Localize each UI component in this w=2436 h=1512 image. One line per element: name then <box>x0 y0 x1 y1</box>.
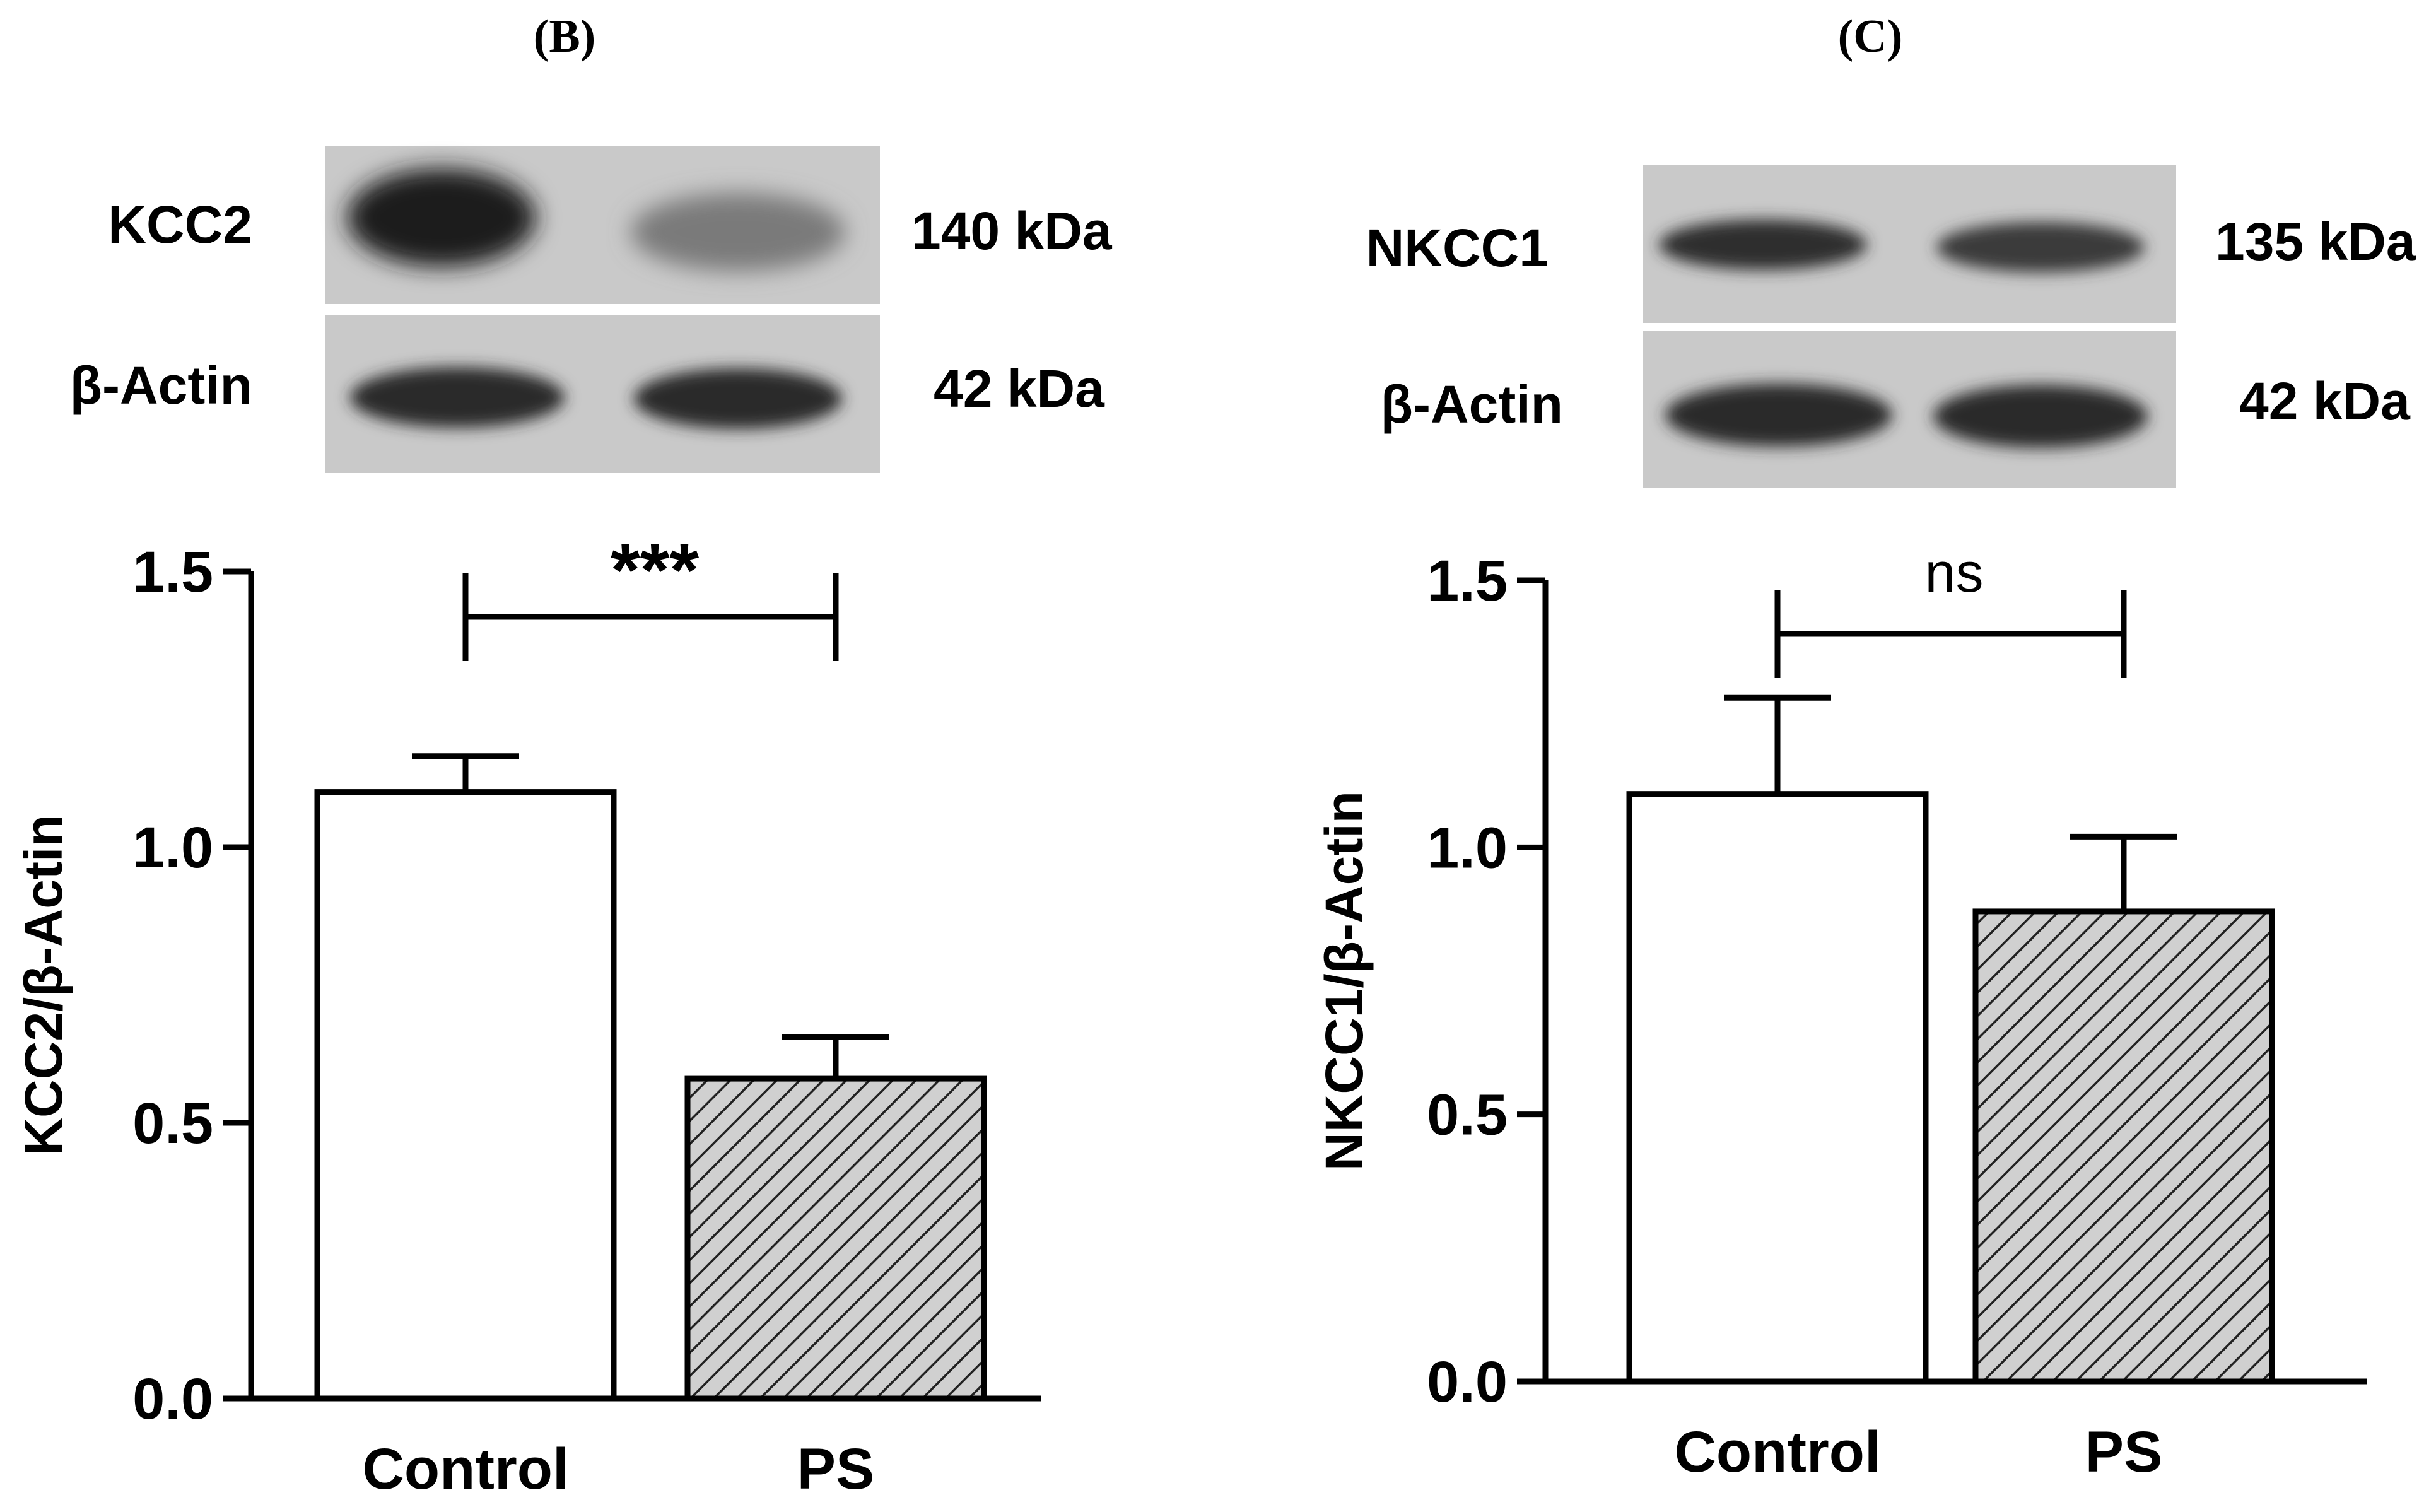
significance-label-b: *** <box>611 528 699 612</box>
x-tick-label-ps: PS <box>797 1437 875 1501</box>
blot-c-loading-label: β-Actin <box>1381 375 1563 434</box>
y-tick-label: 0.5 <box>1427 1083 1508 1147</box>
blot-c-target-strip <box>1643 165 2176 323</box>
x-tick-label-ps: PS <box>2085 1420 2163 1484</box>
y-axis-title-c: NKCC1/β-Actin <box>1315 791 1374 1171</box>
bar-control <box>1626 791 1929 1385</box>
significance-c: ns <box>1774 541 2127 678</box>
nkcc1-band-control <box>1659 220 1867 270</box>
y-axis-title-b: KCC2/β-Actin <box>14 814 73 1156</box>
blot-b-loading-label: β-Actin <box>70 356 252 415</box>
bars-c: Control PS <box>1626 694 2275 1484</box>
bar-control <box>314 789 617 1402</box>
blot-b-target-strip <box>325 146 880 304</box>
blot-b-loading-kda: 42 kDa <box>934 359 1105 418</box>
kcc2-band-control <box>347 168 536 267</box>
blot-b-target-label: KCC2 <box>108 195 252 254</box>
blot-c-target-label: NKCC1 <box>1366 218 1549 278</box>
x-tick-label-control: Control <box>362 1437 568 1501</box>
y-ticks-c: 0.0 0.5 1.0 1.5 <box>1427 549 1545 1414</box>
bar-ps <box>1972 908 2275 1385</box>
y-tick-label: 0.0 <box>132 1367 213 1431</box>
blot-b-loading-strip <box>325 315 880 473</box>
y-ticks-b: 0.0 0.5 1.0 1.5 <box>132 540 251 1431</box>
nkcc1-band-ps <box>1936 222 2145 273</box>
y-tick-label: 0.0 <box>1427 1350 1508 1414</box>
blot-c-target-kda: 135 kDa <box>2215 212 2416 271</box>
bar-chart-c: NKCC1/β-Actin 0.0 0.5 1.0 1.5 Control PS ns <box>1315 541 2367 1484</box>
bars-b: Control PS <box>314 753 987 1501</box>
actin-band-b-control <box>350 367 565 428</box>
bar-chart-b: KCC2/β-Actin 0.0 0.5 1.0 1.5 Control PS *** <box>14 528 1041 1501</box>
blot-c-loading-kda: 42 kDa <box>2239 372 2411 431</box>
significance-label-c: ns <box>1925 541 1984 604</box>
western-blot-c: NKCC1 135 kDa β-Actin 42 kDa <box>1366 165 2416 488</box>
y-tick-label: 1.5 <box>132 540 213 604</box>
actin-band-c-control <box>1665 384 1892 447</box>
blot-b-target-kda: 140 kDa <box>911 201 1113 261</box>
panel-c-label: (C) <box>1838 11 1903 62</box>
y-tick-label: 1.0 <box>1427 816 1508 880</box>
x-tick-label-control: Control <box>1674 1420 1880 1484</box>
y-tick-label: 1.5 <box>1427 549 1508 613</box>
panel-c: (C) NKCC1 135 kDa β-Actin 42 kDa NKCC1/β… <box>1315 11 2416 1484</box>
y-tick-label: 0.5 <box>132 1091 213 1156</box>
bar-ps <box>684 1075 987 1402</box>
y-tick-label: 1.0 <box>132 816 213 880</box>
panel-b-label: (B) <box>534 11 596 62</box>
actin-band-b-ps <box>634 368 842 429</box>
actin-band-c-ps <box>1933 385 2148 448</box>
kcc2-band-ps <box>631 193 845 271</box>
blot-c-loading-strip <box>1643 331 2176 488</box>
significance-b: *** <box>462 528 839 661</box>
western-blot-b: KCC2 140 kDa β-Actin 42 kDa <box>70 146 1113 473</box>
panel-b: (B) KCC2 140 kDa β-Actin 42 kDa KCC2/β-A… <box>14 11 1113 1501</box>
